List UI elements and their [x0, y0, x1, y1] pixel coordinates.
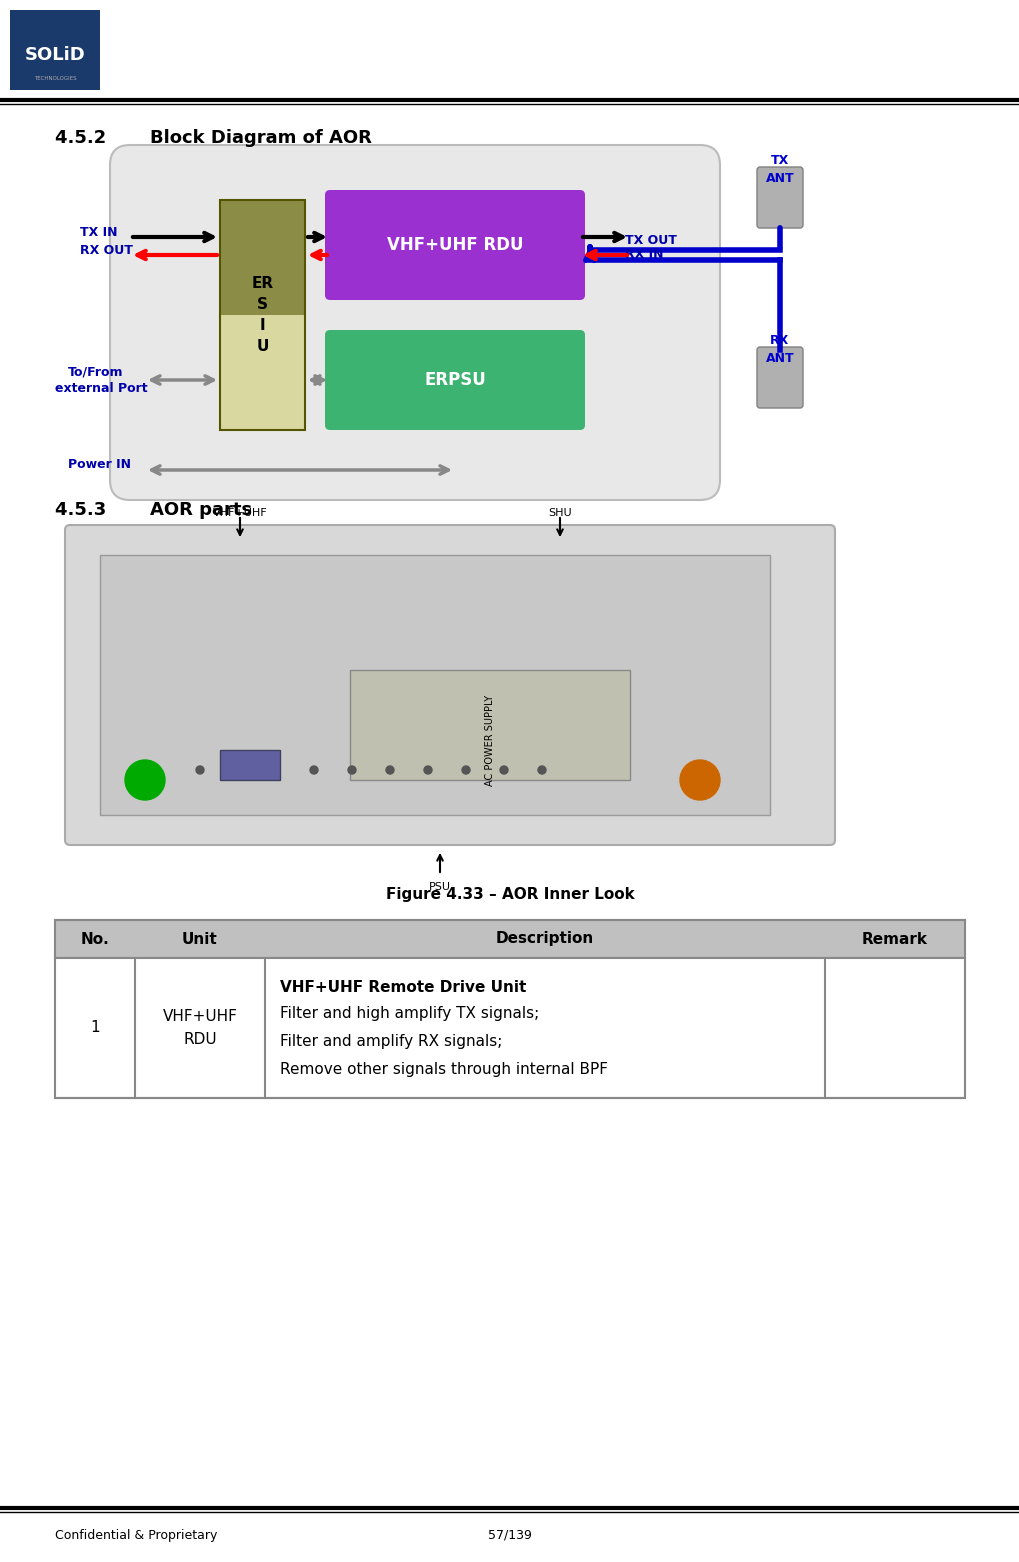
Text: TX OUT: TX OUT	[625, 233, 677, 247]
Circle shape	[680, 761, 719, 800]
Text: external Port: external Port	[55, 381, 148, 395]
FancyBboxPatch shape	[220, 200, 305, 316]
FancyBboxPatch shape	[756, 167, 802, 228]
Text: Filter and high amplify TX signals;: Filter and high amplify TX signals;	[280, 1006, 539, 1022]
Text: Description: Description	[495, 931, 593, 947]
Text: 4.5.2       Block Diagram of AOR: 4.5.2 Block Diagram of AOR	[55, 130, 372, 147]
Text: SOLiD: SOLiD	[24, 45, 86, 64]
Text: VHF+UHF: VHF+UHF	[213, 508, 267, 519]
Circle shape	[537, 765, 545, 775]
Circle shape	[125, 761, 165, 800]
Text: Filter and amplify RX signals;: Filter and amplify RX signals;	[280, 1034, 502, 1050]
Circle shape	[272, 765, 280, 775]
FancyBboxPatch shape	[325, 330, 585, 430]
Circle shape	[233, 765, 242, 775]
Text: VHF+UHF
RDU: VHF+UHF RDU	[162, 1009, 237, 1047]
Text: 57/139: 57/139	[487, 1529, 532, 1542]
Text: TX IN: TX IN	[79, 225, 117, 239]
FancyBboxPatch shape	[55, 920, 964, 958]
FancyBboxPatch shape	[220, 750, 280, 779]
Circle shape	[424, 765, 432, 775]
Text: Figure 4.33 – AOR Inner Look: Figure 4.33 – AOR Inner Look	[385, 887, 634, 903]
FancyBboxPatch shape	[65, 525, 835, 845]
Text: No.: No.	[81, 931, 109, 947]
Text: AC POWER SUPPLY: AC POWER SUPPLY	[484, 695, 494, 786]
Text: Power IN: Power IN	[68, 459, 130, 472]
Text: PSU: PSU	[429, 883, 450, 892]
Text: 1: 1	[90, 1020, 100, 1036]
Text: TX: TX	[770, 153, 789, 167]
Circle shape	[462, 765, 470, 775]
FancyBboxPatch shape	[55, 958, 964, 1098]
Text: VHF+UHF RDU: VHF+UHF RDU	[386, 236, 523, 255]
Circle shape	[385, 765, 393, 775]
Text: RX OUT: RX OUT	[79, 244, 132, 256]
Circle shape	[499, 765, 507, 775]
FancyBboxPatch shape	[756, 347, 802, 408]
Text: ER
S
I
U: ER S I U	[252, 276, 273, 355]
Text: TECHNOLOGIES: TECHNOLOGIES	[34, 75, 76, 81]
FancyBboxPatch shape	[100, 555, 769, 815]
FancyBboxPatch shape	[350, 670, 630, 779]
Circle shape	[196, 765, 204, 775]
Text: RX IN: RX IN	[625, 248, 662, 261]
FancyBboxPatch shape	[325, 191, 585, 300]
Text: Remove other signals through internal BPF: Remove other signals through internal BP…	[280, 1062, 607, 1078]
FancyBboxPatch shape	[220, 316, 305, 430]
FancyBboxPatch shape	[110, 145, 719, 500]
Text: Remark: Remark	[861, 931, 927, 947]
Text: ANT: ANT	[765, 351, 794, 364]
Text: Confidential & Proprietary: Confidential & Proprietary	[55, 1529, 217, 1542]
Circle shape	[310, 765, 318, 775]
Text: SHU: SHU	[547, 508, 572, 519]
Text: RX: RX	[769, 334, 789, 347]
Text: VHF+UHF Remote Drive Unit: VHF+UHF Remote Drive Unit	[280, 979, 526, 995]
Text: ANT: ANT	[765, 172, 794, 184]
Text: Unit: Unit	[182, 931, 218, 947]
Text: ERPSU: ERPSU	[424, 372, 485, 389]
FancyBboxPatch shape	[10, 9, 100, 91]
Text: 4.5.3       AOR parts: 4.5.3 AOR parts	[55, 501, 252, 519]
Text: To/From: To/From	[68, 366, 123, 378]
Circle shape	[347, 765, 356, 775]
